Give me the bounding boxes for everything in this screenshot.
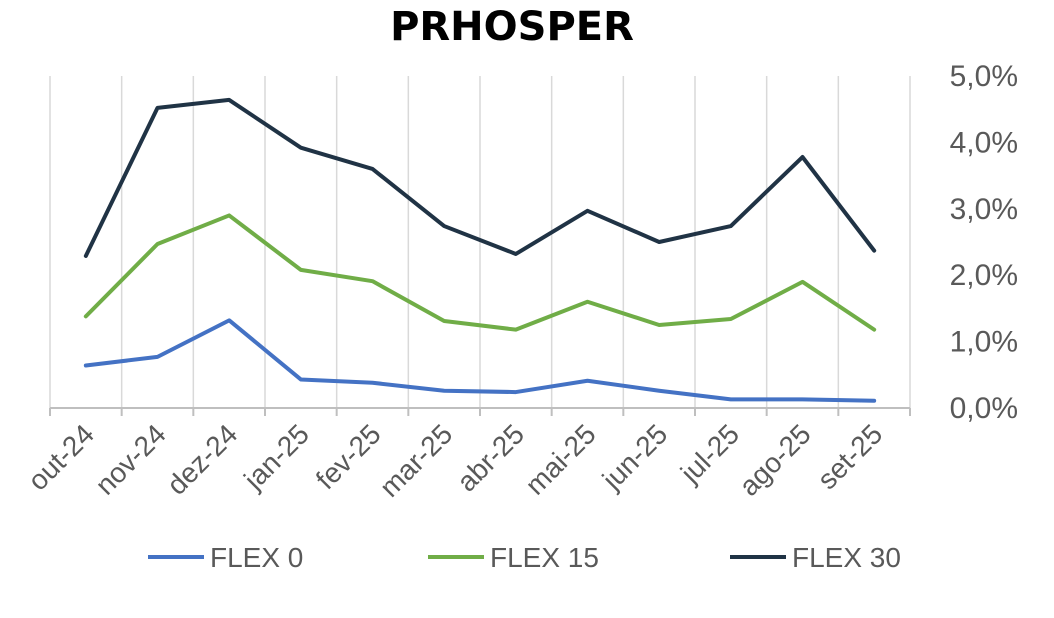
x-axis-ticks: out-24nov-24dez-24jan-25fev-25mar-25abr-… <box>22 418 888 503</box>
x-tick-label: jun-25 <box>596 418 674 496</box>
y-tick-label: 0,0% <box>950 392 1018 425</box>
series-lines <box>83 97 877 403</box>
x-tick-label: ago-25 <box>733 418 817 502</box>
x-tick-label: out-24 <box>22 418 100 496</box>
y-tick-label: 1,0% <box>950 326 1018 359</box>
y-tick-label: 5,0% <box>950 60 1018 93</box>
x-tick-label: mar-25 <box>374 418 459 503</box>
x-tick-label: mai-25 <box>519 418 601 500</box>
legend-label-flex-15: FLEX 15 <box>490 542 599 573</box>
x-tick-label: set-25 <box>811 418 888 495</box>
legend: FLEX 0 FLEX 15 FLEX 30 <box>148 542 901 573</box>
legend-label-flex-30: FLEX 30 <box>792 542 901 573</box>
y-tick-label: 2,0% <box>950 259 1018 292</box>
series-line-flex-30 <box>83 97 877 258</box>
y-tick-label: 3,0% <box>950 193 1018 226</box>
y-tick-label: 4,0% <box>950 126 1018 159</box>
series-line-flex-0 <box>83 318 877 403</box>
x-tick-label: jan-25 <box>237 418 315 496</box>
legend-label-flex-0: FLEX 0 <box>210 542 303 573</box>
x-tick-label: dez-24 <box>161 418 243 500</box>
chart-title: PRHOSPER <box>390 4 634 50</box>
grid-lines <box>49 76 911 408</box>
x-tick-label: nov-24 <box>89 418 171 500</box>
x-axis <box>49 407 911 416</box>
y-axis-ticks: 0,0% 1,0% 2,0% 3,0% 4,0% 5,0% <box>950 60 1018 425</box>
series-line-flex-15 <box>83 213 877 332</box>
x-tick-label: abr-25 <box>451 418 530 497</box>
